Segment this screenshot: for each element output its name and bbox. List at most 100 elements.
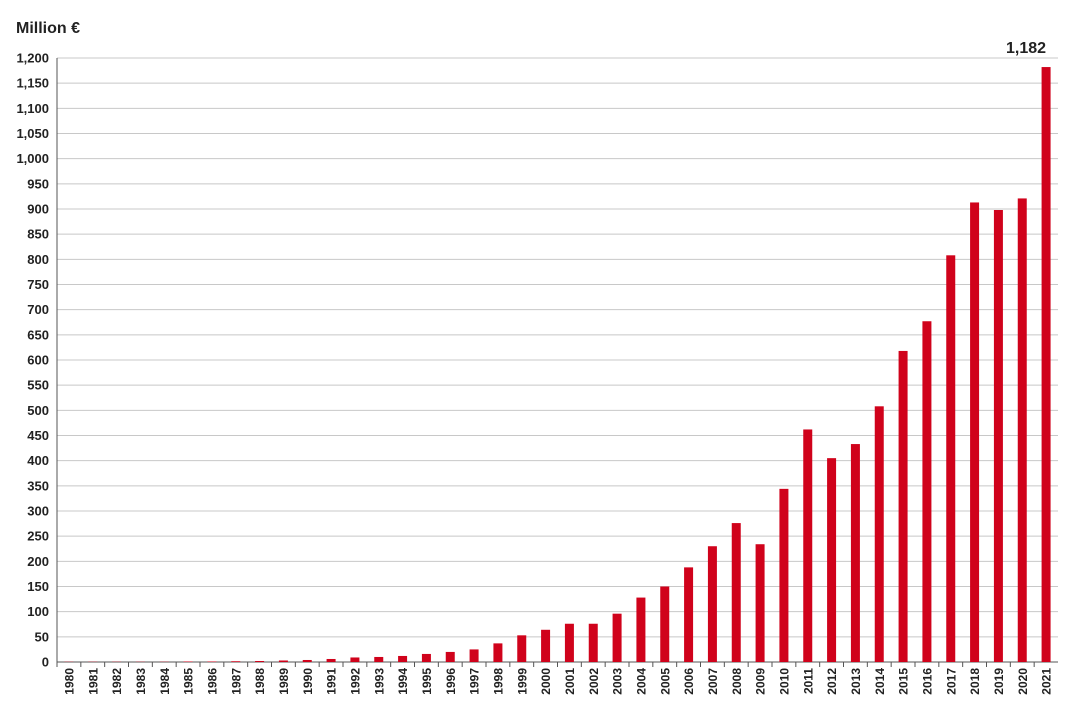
x-tick-label: 2014	[873, 668, 887, 695]
y-tick-label: 200	[27, 554, 49, 569]
x-tick-label: 2011	[801, 668, 815, 694]
x-tick-label: 1984	[158, 668, 172, 695]
y-tick-label: 1,150	[16, 76, 49, 91]
bar	[922, 321, 932, 662]
y-tick-label: 150	[27, 579, 49, 594]
x-tick-label: 2019	[992, 668, 1006, 695]
bar	[731, 523, 741, 662]
bar	[564, 623, 574, 662]
x-tick-label: 2017	[944, 668, 958, 695]
y-axis-title: Million €	[16, 20, 80, 37]
bar	[469, 649, 479, 662]
bar	[541, 629, 551, 662]
y-tick-label: 1,100	[16, 101, 49, 116]
annotations: 1,182	[1006, 40, 1046, 57]
y-tick-label: 550	[27, 378, 49, 393]
x-tick-label: 1995	[420, 668, 434, 695]
y-tick-label: 800	[27, 252, 49, 267]
bar	[326, 658, 336, 662]
x-tick-label: 1983	[134, 668, 148, 695]
x-tick-label: 2004	[634, 668, 648, 695]
bar	[707, 546, 717, 662]
y-tick-label: 600	[27, 353, 49, 368]
y-tick-label: 400	[27, 453, 49, 468]
x-axis-ticks: 1980 1981 1982 1983 1984 1985 1986 1987 1988 1989…	[56, 662, 1054, 695]
y-tick-label: 250	[27, 529, 49, 544]
x-tick-label: 2005	[658, 668, 672, 695]
bar	[755, 544, 765, 662]
y-tick-label: 1,000	[16, 151, 49, 166]
bar	[827, 458, 837, 662]
x-tick-label: 1994	[396, 668, 410, 695]
y-tick-label: 100	[27, 604, 49, 619]
x-tick-label: 1998	[491, 668, 505, 695]
x-tick-label: 1986	[205, 668, 219, 695]
bar	[302, 659, 312, 662]
bar	[398, 655, 408, 662]
x-tick-label: 1992	[348, 668, 362, 695]
x-tick-label: 1999	[515, 668, 529, 695]
bars	[64, 67, 1051, 663]
bar	[636, 597, 646, 662]
y-tick-label: 500	[27, 403, 49, 418]
x-tick-label: 2008	[730, 668, 744, 695]
bar	[970, 202, 980, 662]
y-tick-label: 750	[27, 277, 49, 292]
y-tick-label: 0	[42, 655, 49, 670]
y-tick-label: 650	[27, 327, 49, 342]
bar	[1041, 67, 1051, 662]
bar	[278, 660, 288, 662]
x-tick-label: 2010	[777, 668, 791, 695]
bar	[850, 444, 860, 662]
y-axis-ticks: 0 50 100 150 200 250 300 350 400 450 500 550 600 650 7…	[16, 51, 49, 670]
x-tick-label: 1996	[444, 668, 458, 695]
bar	[493, 643, 503, 662]
bar	[421, 653, 431, 662]
x-tick-label: 1987	[229, 668, 243, 695]
bar	[779, 488, 789, 662]
bar	[993, 210, 1003, 663]
x-tick-label: 2020	[1016, 668, 1030, 695]
y-tick-label: 450	[27, 428, 49, 443]
x-tick-label: 2012	[825, 668, 839, 695]
bar	[803, 429, 813, 662]
bar	[898, 350, 908, 662]
x-tick-label: 2013	[849, 668, 863, 695]
x-tick-label: 2021	[1040, 668, 1054, 695]
x-tick-label: 1980	[62, 668, 76, 695]
x-tick-label: 1988	[253, 668, 267, 695]
x-tick-label: 1997	[468, 668, 482, 695]
x-tick-label: 2002	[587, 668, 601, 695]
bar	[231, 661, 241, 662]
y-tick-label: 50	[35, 629, 49, 644]
y-tick-label: 300	[27, 504, 49, 519]
x-tick-label: 1993	[372, 668, 386, 695]
bar	[374, 656, 384, 662]
y-tick-label: 950	[27, 176, 49, 191]
bar	[660, 586, 670, 662]
bar	[612, 613, 622, 662]
x-tick-label: 2003	[611, 668, 625, 695]
bar	[207, 661, 217, 662]
x-tick-label: 2001	[563, 668, 577, 695]
y-tick-label: 1,050	[16, 126, 49, 141]
x-tick-label: 1982	[110, 668, 124, 695]
x-tick-label: 1989	[277, 668, 291, 695]
bar	[350, 657, 360, 662]
y-tick-label: 350	[27, 478, 49, 493]
x-tick-label: 2016	[920, 668, 934, 695]
bar	[588, 623, 598, 662]
bar	[1017, 198, 1027, 662]
bar	[517, 635, 527, 662]
bar	[946, 255, 956, 662]
y-tick-label: 700	[27, 302, 49, 317]
bar	[445, 651, 455, 662]
x-tick-label: 2009	[754, 668, 768, 695]
y-tick-label: 850	[27, 227, 49, 242]
x-tick-label: 2018	[968, 668, 982, 695]
x-tick-label: 2007	[706, 668, 720, 695]
y-tick-label: 900	[27, 202, 49, 217]
x-tick-label: 2006	[682, 668, 696, 695]
bar	[255, 660, 265, 662]
